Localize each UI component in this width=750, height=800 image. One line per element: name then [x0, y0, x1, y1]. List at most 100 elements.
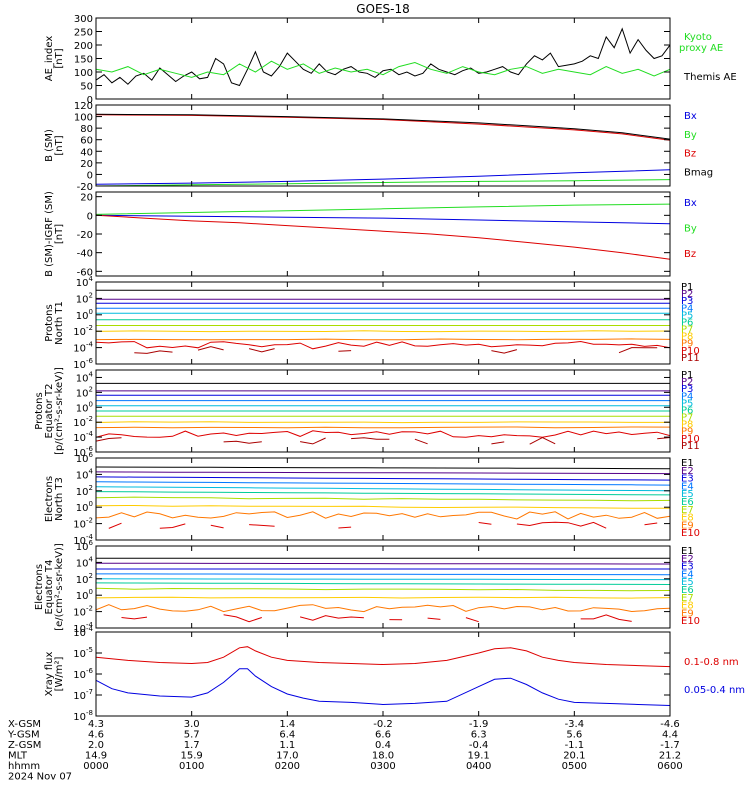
series-by	[96, 203, 670, 215]
series-bmag	[96, 113, 670, 140]
panel-ae: 0 50 100 150 200 250 300 AE_index [nT] Kyotoproxy…	[44, 14, 737, 106]
orbit-value: 14.9	[85, 751, 107, 762]
series-group-pt2	[96, 382, 670, 445]
series-E8	[96, 504, 670, 509]
orbit-value: 0500	[562, 761, 587, 772]
y-tick-label: 10-6	[73, 357, 93, 371]
orbit-value: 19.1	[468, 751, 490, 762]
series-0-05-0-4-nm	[96, 668, 670, 706]
y-tick-label: 102	[76, 385, 93, 399]
panel-xray: 10-8 10-7 10-6 10-5 10-4 Xray flux [W/m²] 0.1-0…	[44, 625, 745, 723]
y-axis-label: Xray flux	[44, 652, 55, 697]
orbit-value: 0200	[275, 761, 300, 772]
y-tick-label: 10-4	[73, 621, 93, 635]
y-tick-label: 80	[80, 124, 93, 135]
y-tick-label: 10-4	[73, 625, 93, 639]
legend-entry: P10	[681, 346, 700, 357]
legend-entry: E10	[681, 528, 700, 539]
orbit-value: 1.1	[279, 740, 295, 751]
orbit-label: Z-GSM	[8, 740, 41, 751]
orbit-value: 1.7	[184, 740, 200, 751]
series-kyoto-proxy-ae	[96, 60, 670, 78]
legend-entry: E7	[681, 505, 694, 516]
y-axis-label: North T3	[54, 477, 65, 521]
orbit-value: -1.1	[565, 740, 585, 751]
series-E5	[96, 486, 670, 492]
y-tick-label: 10-4	[73, 430, 93, 444]
figure-title: GOES-18	[356, 2, 410, 16]
orbit-label: Y-GSM	[7, 730, 40, 741]
series-group-et3	[96, 466, 670, 529]
legend-entry: P9	[681, 339, 693, 350]
series-P11	[134, 346, 658, 354]
y-axis-label: [W/m²]	[54, 656, 65, 691]
legend-entry: P6	[681, 317, 693, 328]
series-bx	[96, 214, 670, 225]
y-axis-label: B (SM)-IGRF (SM)	[44, 191, 55, 277]
orbit-value: 0300	[370, 761, 395, 772]
series-E6	[96, 491, 670, 496]
orbit-value: -0.4	[469, 740, 489, 751]
series-E6	[96, 582, 670, 585]
legend-entry: P8	[681, 420, 693, 431]
legend-entry: P10	[681, 434, 700, 445]
panel-pt1: 10-6 10-4 10-2 100 102 104 Protons North T1 P1P2…	[44, 275, 700, 371]
y-tick-label: 104	[76, 555, 94, 569]
y-tick-label: 200	[74, 41, 93, 52]
legend-entry: E2	[681, 466, 694, 477]
orbit-value: 0100	[179, 761, 204, 772]
series-E7	[96, 587, 670, 592]
legend-entry: Themis AE	[683, 72, 737, 83]
y-tick-label: 100	[74, 68, 93, 79]
orbit-label: MLT	[8, 751, 28, 762]
legend-entry: P2	[681, 377, 693, 388]
y-tick-label: 10-2	[73, 605, 93, 619]
y-axis-label: Protons	[34, 392, 45, 429]
legend-entry: P8	[681, 332, 693, 343]
legend-entry: P1	[681, 370, 693, 381]
series-E9	[96, 511, 670, 520]
series-E8	[96, 596, 670, 599]
y-axis-label: [nT]	[54, 48, 65, 68]
orbit-value: 5.7	[184, 730, 200, 741]
y-axis-label: [p/(cm²-s-sr-keV)]	[54, 367, 65, 455]
y-tick-label: 10-4	[73, 533, 93, 547]
y-tick-label: 0	[87, 95, 93, 106]
y-tick-label: 100	[74, 113, 93, 124]
legend-entry: P7	[681, 325, 693, 336]
legend-entry: P2	[681, 289, 693, 300]
legend-entry: E8	[681, 513, 694, 524]
legend-entry: Kyoto	[684, 32, 712, 43]
legend-entry: P3	[681, 384, 693, 395]
legend-entry: E5	[681, 489, 694, 500]
y-axis-label: North T1	[54, 301, 65, 345]
y-axis-label: [nT]	[54, 224, 65, 244]
series-P8	[96, 421, 670, 424]
y-tick-label: 60	[80, 136, 93, 147]
legend-entry: P4	[681, 303, 693, 314]
legend-entry: E9	[681, 608, 694, 619]
y-tick-label: 50	[80, 82, 93, 93]
series-P10	[96, 340, 670, 350]
legend-entry: E3	[681, 562, 694, 573]
y-axis-label: AE_index	[44, 36, 55, 82]
orbit-value: 0600	[657, 761, 682, 772]
y-tick-label: 106	[76, 539, 94, 553]
orbit-value: -3.4	[565, 719, 585, 730]
plot-frame-ae	[95, 17, 671, 100]
y-axis-label: Equator T4	[44, 560, 55, 615]
series-E2	[96, 471, 670, 475]
legend-entry: Bmag	[684, 168, 713, 179]
legend-entry: P6	[681, 405, 693, 416]
orbit-value: -4.6	[660, 719, 680, 730]
y-tick-label: 10-5	[73, 646, 93, 660]
y-axis-label: Electrons	[34, 564, 45, 610]
series-P10	[96, 430, 670, 438]
series-0-1-0-8-nm	[96, 646, 670, 668]
series-bz	[96, 114, 670, 141]
y-tick-label: 100	[76, 500, 93, 514]
